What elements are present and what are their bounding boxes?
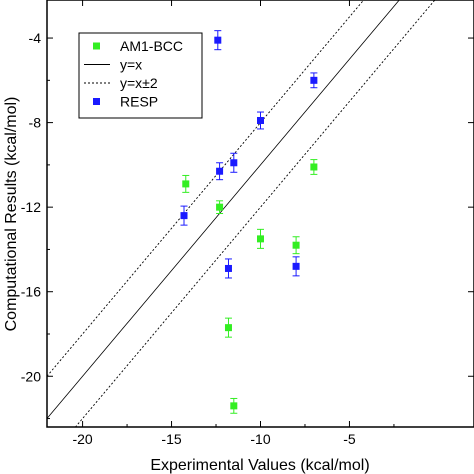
x-tick-label: -20	[72, 431, 92, 447]
data-point	[216, 167, 224, 175]
data-point	[224, 324, 232, 332]
data-point	[214, 36, 222, 44]
data-point	[230, 402, 238, 410]
plot-area	[47, 0, 436, 427]
data-point	[216, 203, 224, 211]
reference-line-dotted	[74, 0, 436, 427]
x-axis-label: Experimental Values (kcal/mol)	[150, 457, 369, 474]
legend-marker	[93, 98, 100, 105]
series-am1-bcc	[182, 159, 318, 414]
legend-label: y=x±2	[120, 75, 158, 91]
data-point	[180, 212, 188, 220]
data-point	[310, 163, 318, 171]
series-resp	[180, 30, 318, 279]
legend-label: y=x	[120, 57, 142, 73]
data-point	[224, 264, 232, 272]
data-point	[182, 180, 190, 188]
data-point	[257, 116, 264, 124]
data-point	[292, 262, 300, 270]
data-point	[292, 241, 300, 249]
axes: -20 -15 -10 -5 -4 -8 -12 -16 -20	[21, 0, 474, 447]
x-tick-label: -10	[250, 431, 270, 447]
legend-label: AM1-BCC	[120, 38, 183, 54]
y-tick-label: -8	[29, 115, 42, 131]
y-tick-label: -4	[29, 30, 42, 46]
y-tick-label: -20	[21, 368, 41, 384]
legend-label: RESP	[120, 94, 158, 110]
y-tick-label: -16	[21, 284, 41, 300]
y-tick-label: -12	[21, 199, 41, 215]
reference-line-solid	[47, 0, 400, 419]
legend-marker	[93, 42, 100, 50]
legend: AM1-BCC y=x y=x±2 RESP	[78, 32, 203, 119]
x-tick-label: -15	[161, 431, 181, 447]
data-point	[257, 235, 264, 243]
y-axis-label: Computational Results (kcal/mol)	[3, 97, 20, 332]
data-point	[230, 159, 238, 167]
data-point	[310, 76, 318, 84]
x-tick-label: -5	[343, 431, 356, 447]
reference-lines	[47, 0, 436, 427]
